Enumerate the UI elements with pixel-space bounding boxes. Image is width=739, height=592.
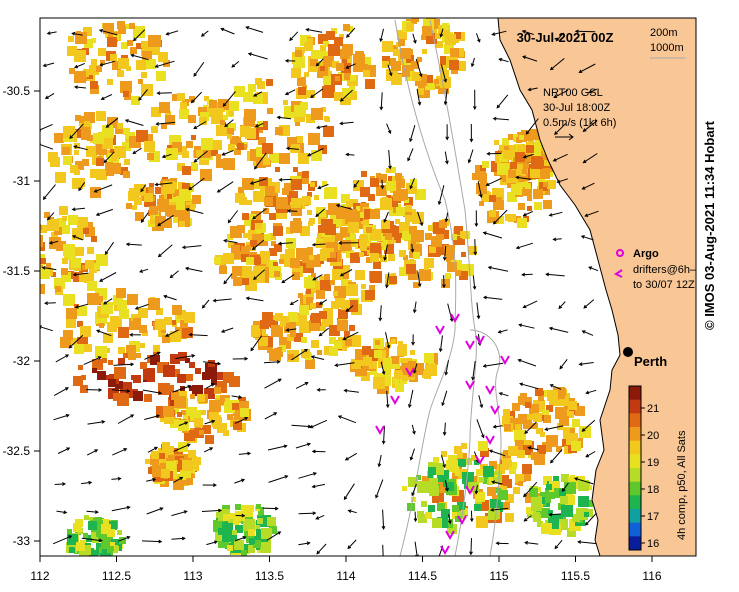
svg-text:drifters@6h–: drifters@6h– [633,264,697,276]
colorbar-segment [629,427,641,442]
argo-legend: Argo [616,248,659,260]
y-tick-label: -32 [13,354,31,368]
city-dot-icon [623,347,633,357]
x-axis: 112 112.5 113 113.5 114 114.5 115 115.5 116 [30,556,662,583]
svg-text:to 30/07 12Z: to 30/07 12Z [633,279,695,291]
svg-text:Argo: Argo [633,248,659,260]
svg-text:30-Jul 18:00Z: 30-Jul 18:00Z [543,102,611,114]
svg-text:0.5m/s (1kt 6h): 0.5m/s (1kt 6h) [543,117,616,129]
y-tick-label: -31 [13,174,31,188]
x-tick-label: 115.5 [561,569,590,583]
colorbar-tick-label: 21 [647,403,659,415]
colorbar-segment [629,413,641,428]
colorbar: 21 20 19 18 17 16 [628,385,659,551]
y-tick-label: -31.5 [3,264,31,278]
svg-text:1000m: 1000m [650,42,684,54]
land-mass [497,18,696,556]
x-tick-label: 114.5 [408,569,437,583]
svg-text:Perth: Perth [634,354,667,369]
drifter-tracks [375,313,510,556]
colorbar-tick-label: 16 [647,538,659,550]
perth-marker: Perth [623,347,667,369]
colorbar-tick-label: 17 [647,511,659,523]
y-axis: -30.5 -31 -31.5 -32 -32.5 -33 [3,84,40,548]
y-tick-label: -32.5 [3,444,31,458]
depth-legend: 200m 1000m [650,27,685,59]
colorbar-tick-label: 19 [647,457,659,469]
colorbar-segment [629,386,641,401]
x-tick-label: 112 [30,569,49,583]
colorbar-segment [629,536,641,551]
x-tick-label: 116 [642,569,661,583]
plot-frame [39,17,697,557]
x-tick-label: 113.5 [255,569,284,583]
y-tick-label: -33 [13,534,31,548]
arrow-scale-icon [555,133,574,141]
colorbar-segment [629,399,641,414]
svg-text:200m: 200m [650,27,678,39]
drifters-legend: drifters@6h– to 30/07 12Z [614,264,697,291]
drifter-icon [614,269,623,278]
colorbar-segment [629,481,641,496]
argo-icon [616,249,624,257]
sst-layer [40,18,593,556]
x-tick-label: 115 [489,569,508,583]
colorbar-segment [629,495,641,510]
colorbar-segment [629,468,641,483]
colorbar-segment [629,509,641,524]
bathymetry-contours [394,19,502,556]
map-title: 30-Jul-2021 00Z [517,30,614,45]
current-arrows [40,26,599,556]
x-tick-label: 112.5 [102,569,131,583]
svg-text:NRT00 GSL: NRT00 GSL [543,87,603,99]
colorbar-segment [629,454,641,469]
colorbar-tick-label: 20 [647,430,659,442]
map-plot [40,18,696,556]
colorbar-tick-label: 18 [647,484,659,496]
colorbar-segment [629,522,641,537]
y-tick-label: -30.5 [3,84,31,98]
colorbar-segment [629,440,641,455]
current-legend: NRT00 GSL 30-Jul 18:00Z 0.5m/s (1kt 6h) [543,87,616,141]
x-tick-label: 113 [183,569,202,583]
x-tick-label: 114 [336,569,355,583]
